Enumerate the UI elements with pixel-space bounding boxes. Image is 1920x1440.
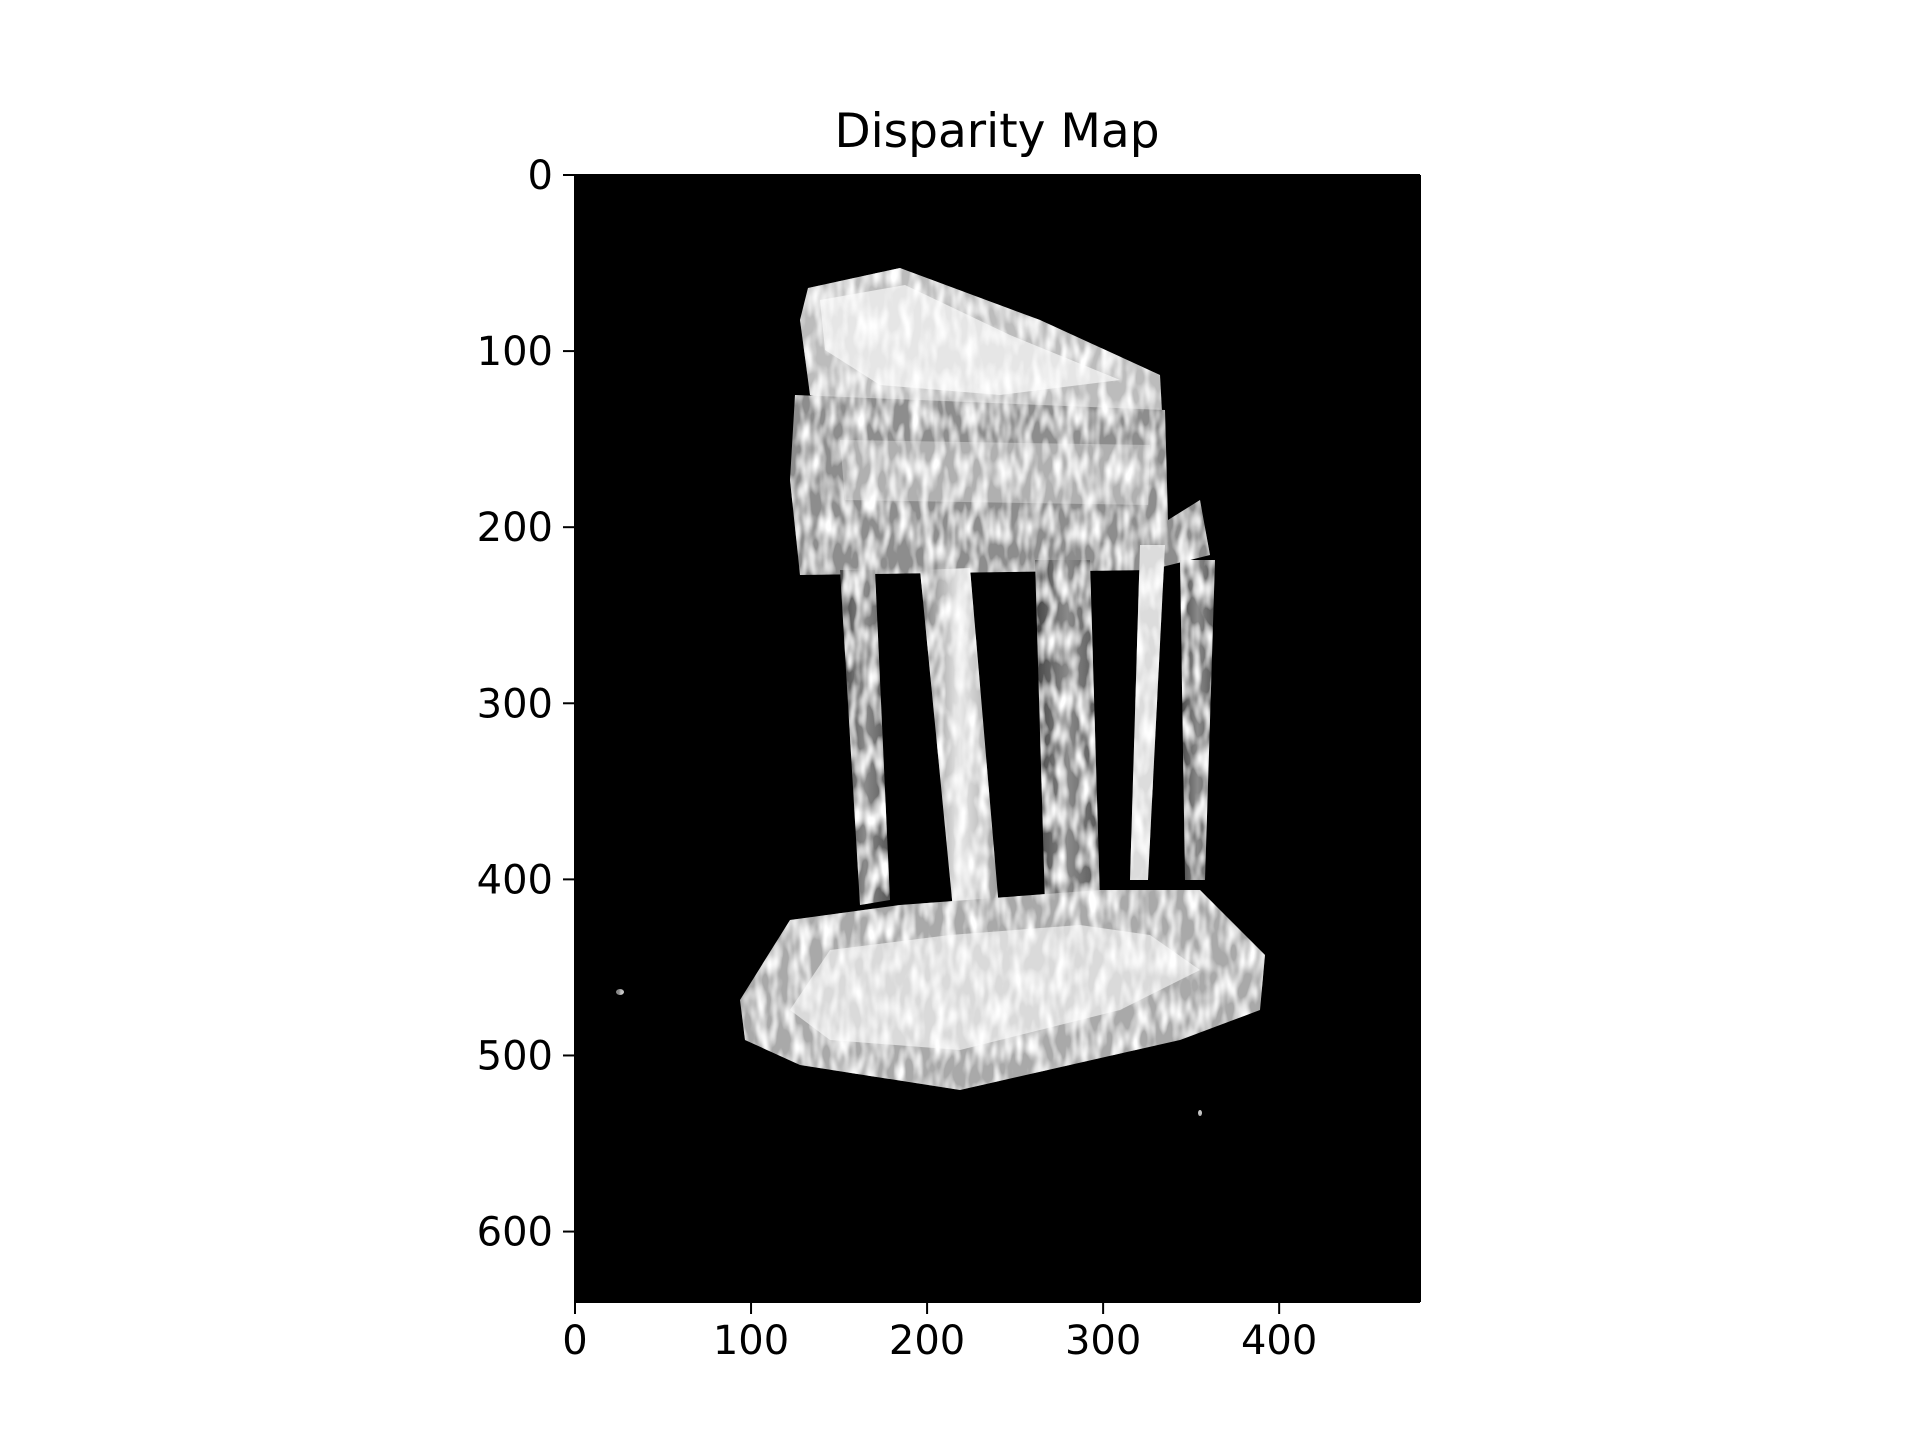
x-tick-label: 200 xyxy=(889,1318,965,1364)
y-tick-label: 0 xyxy=(528,153,553,199)
chart-title: Disparity Map xyxy=(834,104,1159,159)
speck-1 xyxy=(616,989,624,995)
y-tick-label: 300 xyxy=(477,681,553,727)
x-tick-label: 400 xyxy=(1241,1318,1317,1364)
temple-frieze xyxy=(840,440,1150,505)
x-tick-label: 100 xyxy=(713,1318,789,1364)
x-tick-label: 0 xyxy=(562,1318,587,1364)
temple-base-highlight xyxy=(790,925,1200,1050)
y-tick-label: 200 xyxy=(477,505,553,551)
y-tick-label: 100 xyxy=(477,329,553,375)
disparity-image xyxy=(616,268,1265,1116)
speck-2 xyxy=(1198,1110,1202,1116)
temple-roof-highlight xyxy=(820,285,1120,395)
column-4 xyxy=(1130,545,1165,880)
column-2 xyxy=(920,568,1000,930)
plot-area xyxy=(574,174,1421,1303)
y-axis-ticks: 0 100 200 300 400 500 600 xyxy=(477,153,575,1256)
x-tick-label: 300 xyxy=(1065,1318,1141,1364)
column-5 xyxy=(1180,560,1215,880)
x-axis-ticks: 0 100 200 300 400 xyxy=(562,1302,1317,1364)
y-tick-label: 600 xyxy=(477,1210,553,1256)
y-tick-label: 400 xyxy=(477,857,553,903)
column-1 xyxy=(840,570,890,905)
y-tick-label: 500 xyxy=(477,1033,553,1079)
column-3 xyxy=(1035,560,1100,905)
